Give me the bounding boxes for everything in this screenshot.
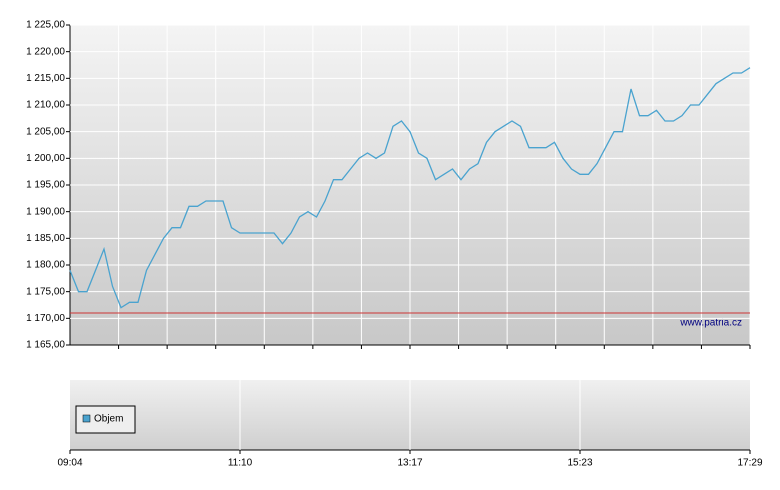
legend-label: Objem [94, 414, 123, 425]
y-tick-label: 1 195,00 [26, 180, 65, 191]
x-tick-label: 15:23 [567, 458, 592, 469]
y-tick-label: 1 215,00 [26, 73, 65, 84]
y-tick-label: 1 200,00 [26, 153, 65, 164]
y-tick-label: 1 205,00 [26, 126, 65, 137]
watermark: www.patria.cz [679, 318, 742, 329]
legend-swatch [82, 414, 91, 423]
y-tick-label: 1 170,00 [26, 313, 65, 324]
y-tick-label: 1 220,00 [26, 46, 65, 57]
y-tick-label: 1 165,00 [26, 340, 65, 351]
y-tick-label: 1 210,00 [26, 100, 65, 111]
x-tick-label: 17:29 [737, 458, 762, 469]
x-tick-label: 09:04 [57, 458, 82, 469]
y-tick-label: 1 180,00 [26, 260, 65, 271]
x-tick-label: 13:17 [397, 458, 422, 469]
price-line [69, 67, 751, 309]
x-tick-label: 11:10 [228, 458, 253, 469]
y-tick-label: 1 190,00 [26, 206, 65, 217]
y-tick-label: 1 185,00 [26, 233, 65, 244]
y-tick-label: 1 225,00 [26, 20, 65, 31]
y-tick-label: 1 175,00 [26, 286, 65, 297]
